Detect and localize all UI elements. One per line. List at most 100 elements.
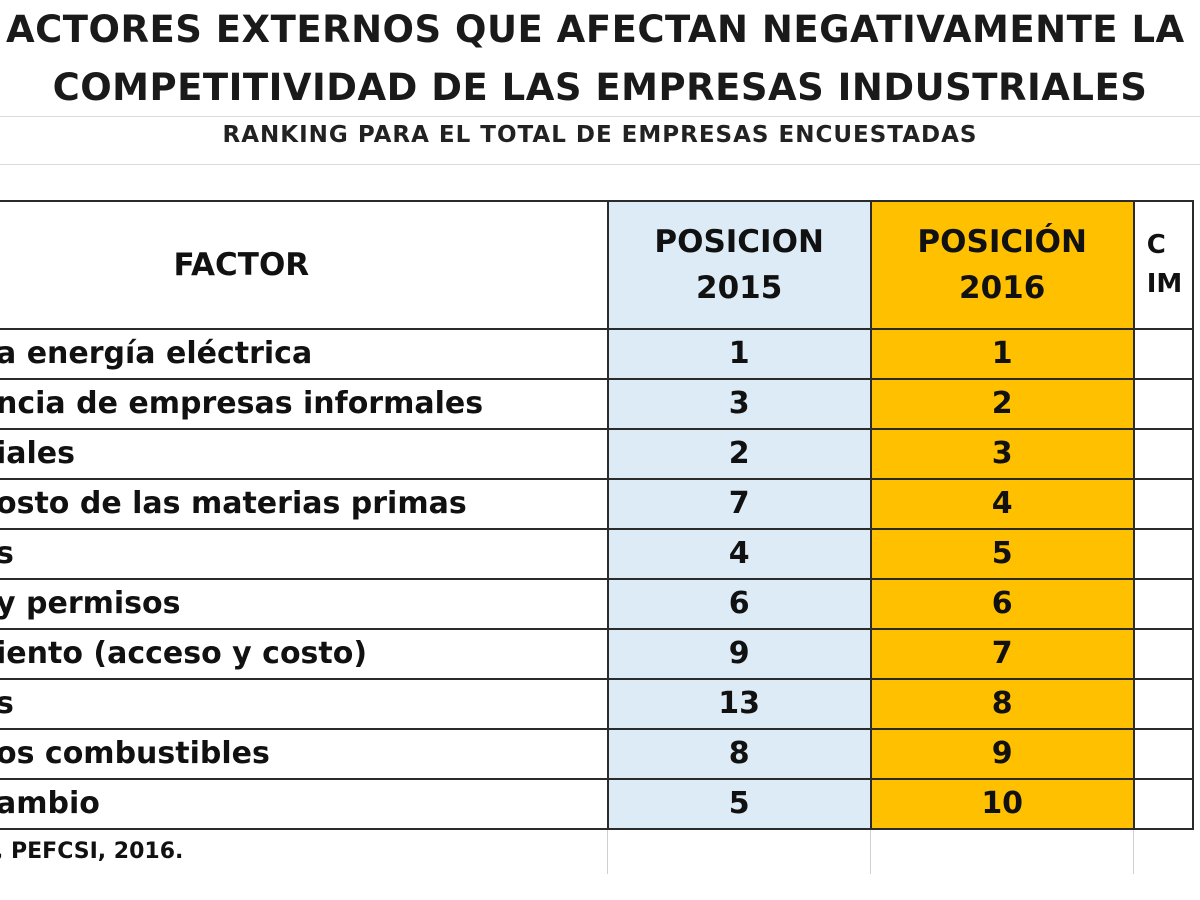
header-factor-label: FACTOR bbox=[173, 246, 310, 283]
position-2016-cell: 1 bbox=[869, 328, 1135, 380]
ranking-table-body: FACTOR POSICION 2015 POSICIÓN 2016 C IM … bbox=[0, 200, 1195, 874]
table-row: ambio 5 10 bbox=[0, 778, 1195, 830]
header-2015-line1: POSICION bbox=[654, 223, 824, 260]
extra-cell bbox=[1132, 628, 1195, 680]
factor-text: a energía eléctrica bbox=[0, 336, 313, 371]
position-2015-cell: 1 bbox=[606, 328, 872, 380]
position-2015-value: 5 bbox=[728, 786, 750, 821]
source-cell: , PEFCSI, 2016. bbox=[0, 828, 608, 874]
factor-text: osto de las materias primas bbox=[0, 486, 467, 521]
position-2015-value: 2 bbox=[728, 436, 750, 471]
factor-cell: a energía eléctrica bbox=[0, 328, 609, 380]
source-note: , PEFCSI, 2016. bbox=[0, 839, 184, 864]
position-2016-value: 10 bbox=[981, 786, 1024, 821]
title-divider bbox=[0, 116, 1200, 117]
position-2016-cell: 9 bbox=[869, 728, 1135, 780]
source-row: , PEFCSI, 2016. bbox=[0, 828, 1193, 874]
factor-cell: ambio bbox=[0, 778, 609, 830]
header-2015-line2: 2015 bbox=[696, 270, 783, 306]
position-2015-cell: 3 bbox=[606, 378, 872, 430]
factor-cell: iales bbox=[0, 428, 609, 480]
table-row: y permisos 6 6 bbox=[0, 578, 1195, 630]
source-blank-2015 bbox=[607, 828, 872, 874]
extra-cell bbox=[1132, 778, 1195, 830]
source-blank-2016 bbox=[870, 828, 1135, 874]
factor-text: ncia de empresas informales bbox=[0, 386, 484, 421]
extra-cell bbox=[1132, 378, 1195, 430]
factor-cell: ncia de empresas informales bbox=[0, 378, 609, 430]
header-2016-line1: POSICIÓN bbox=[917, 223, 1087, 260]
factor-cell: osto de las materias primas bbox=[0, 478, 609, 530]
header-extra-line2: IM bbox=[1146, 269, 1183, 299]
position-2015-value: 1 bbox=[728, 336, 750, 371]
extra-cell bbox=[1132, 478, 1195, 530]
table-row: osto de las materias primas 7 4 bbox=[0, 478, 1195, 530]
table-row: s 13 8 bbox=[0, 678, 1195, 730]
header-position-2016: POSICIÓN 2016 bbox=[869, 200, 1135, 330]
header-factor: FACTOR bbox=[0, 200, 609, 330]
position-2016-value: 9 bbox=[991, 736, 1013, 771]
position-2015-value: 9 bbox=[728, 636, 750, 671]
table-row: ncia de empresas informales 3 2 bbox=[0, 378, 1195, 430]
position-2015-cell: 4 bbox=[606, 528, 872, 580]
position-2015-value: 6 bbox=[728, 586, 750, 621]
position-2015-value: 8 bbox=[728, 736, 750, 771]
position-2016-cell: 8 bbox=[869, 678, 1135, 730]
factor-cell: y permisos bbox=[0, 578, 609, 630]
factor-text: iales bbox=[0, 436, 76, 471]
title-line-2: COMPETITIVIDAD DE LAS EMPRESAS INDUSTRIA… bbox=[52, 66, 1148, 109]
position-2016-value: 6 bbox=[991, 586, 1013, 621]
factor-cell: iento (acceso y costo) bbox=[0, 628, 609, 680]
position-2016-cell: 6 bbox=[869, 578, 1135, 630]
position-2016-value: 1 bbox=[991, 336, 1013, 371]
table-row: iento (acceso y costo) 9 7 bbox=[0, 628, 1195, 680]
table-row: iales 2 3 bbox=[0, 428, 1195, 480]
factor-cell: s bbox=[0, 678, 609, 730]
title-line-1: ACTORES EXTERNOS QUE AFECTAN NEGATIVAMEN… bbox=[6, 8, 1185, 51]
position-2015-cell: 9 bbox=[606, 628, 872, 680]
header-position-2015: POSICION 2015 bbox=[606, 200, 872, 330]
position-2015-value: 7 bbox=[728, 486, 750, 521]
position-2016-value: 8 bbox=[991, 686, 1013, 721]
ranking-table: FACTOR POSICION 2015 POSICIÓN 2016 C IM … bbox=[0, 200, 1195, 874]
extra-cell bbox=[1132, 678, 1195, 730]
subtitle: RANKING PARA EL TOTAL DE EMPRESAS ENCUES… bbox=[222, 122, 978, 148]
table-row: os combustibles 8 9 bbox=[0, 728, 1195, 780]
position-2016-value: 4 bbox=[991, 486, 1013, 521]
position-2015-cell: 2 bbox=[606, 428, 872, 480]
table-row: a energía eléctrica 1 1 bbox=[0, 328, 1195, 380]
position-2015-value: 4 bbox=[728, 536, 750, 571]
factor-cell: s bbox=[0, 528, 609, 580]
position-2015-cell: 5 bbox=[606, 778, 872, 830]
factor-text: ambio bbox=[0, 786, 100, 821]
source-blank-extra bbox=[1133, 829, 1193, 874]
position-2016-value: 3 bbox=[991, 436, 1013, 471]
position-2016-value: 5 bbox=[991, 536, 1013, 571]
extra-cell bbox=[1132, 428, 1195, 480]
position-2016-cell: 3 bbox=[869, 428, 1135, 480]
factor-text: os combustibles bbox=[0, 736, 270, 771]
table-row: s 4 5 bbox=[0, 528, 1195, 580]
header-2016-line2: 2016 bbox=[959, 270, 1046, 306]
position-2016-cell: 10 bbox=[869, 778, 1135, 830]
position-2016-cell: 4 bbox=[869, 478, 1135, 530]
position-2015-cell: 7 bbox=[606, 478, 872, 530]
factor-cell: os combustibles bbox=[0, 728, 609, 780]
position-2016-value: 7 bbox=[991, 636, 1013, 671]
extra-cell bbox=[1132, 328, 1195, 380]
factor-text: s bbox=[0, 531, 606, 577]
position-2015-value: 13 bbox=[718, 686, 761, 721]
factor-text: s bbox=[0, 681, 606, 727]
position-2016-cell: 5 bbox=[869, 528, 1135, 580]
position-2016-value: 2 bbox=[991, 386, 1013, 421]
header-extra-column: C IM bbox=[1132, 200, 1195, 330]
position-2015-cell: 6 bbox=[606, 578, 872, 630]
extra-cell bbox=[1132, 528, 1195, 580]
position-2016-cell: 7 bbox=[869, 628, 1135, 680]
extra-cell bbox=[1132, 728, 1195, 780]
header-extra-line1: C bbox=[1146, 230, 1166, 260]
header-row: FACTOR POSICION 2015 POSICIÓN 2016 C IM bbox=[0, 200, 1195, 330]
position-2016-cell: 2 bbox=[869, 378, 1135, 430]
factor-text: iento (acceso y costo) bbox=[0, 636, 368, 671]
position-2015-cell: 13 bbox=[606, 678, 872, 730]
